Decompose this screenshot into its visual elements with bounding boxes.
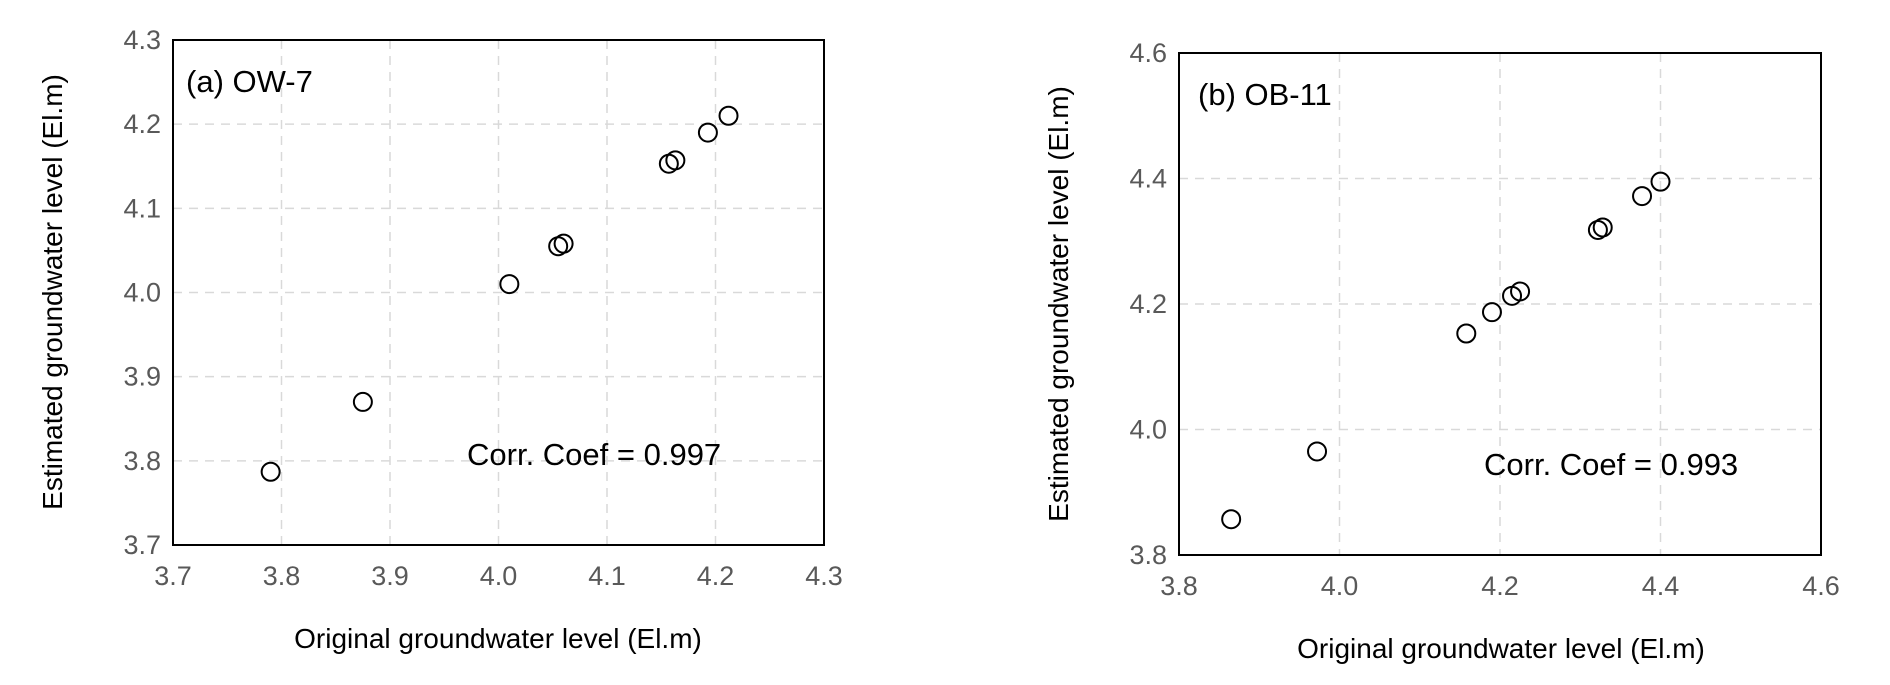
correlation-annotation: Corr. Coef = 0.997 <box>467 437 721 472</box>
gridlines <box>173 40 824 545</box>
y-tick-label: 4.3 <box>123 25 161 55</box>
y-tick-label: 4.6 <box>1129 38 1167 68</box>
data-point <box>1456 323 1477 344</box>
y-axis-label: Estimated groundwater level (El.m) <box>1043 86 1074 522</box>
x-axis-label: Original groundwater level (El.m) <box>1297 633 1705 664</box>
x-tick-label: 3.9 <box>371 561 409 591</box>
data-point <box>1592 217 1613 238</box>
plot-frame <box>1178 52 1822 556</box>
data-point <box>718 105 739 126</box>
data-point <box>1481 302 1502 323</box>
scatter-panel-ob11: 3.8 4.0 4.2 4.4 4.6 3.8 4.0 4.2 4.4 4.6 (b) OB-1… <box>1043 38 1840 664</box>
data-point <box>352 391 373 412</box>
x-tick-label: 4.2 <box>697 561 735 591</box>
x-tick-labels: 3.8 4.0 4.2 4.4 4.6 <box>1160 571 1840 601</box>
y-tick-labels: 3.7 3.8 3.9 4.0 4.1 4.2 4.3 <box>123 25 161 560</box>
data-point <box>665 150 686 171</box>
plot-frame <box>172 39 825 546</box>
panel-label: (b) OB-11 <box>1198 77 1332 112</box>
data-point <box>260 461 281 482</box>
y-tick-label: 4.0 <box>1129 415 1167 445</box>
data-points <box>1221 171 1671 530</box>
y-tick-label: 3.7 <box>123 530 161 560</box>
panel-label: (a) OW-7 <box>186 64 313 99</box>
y-tick-label: 4.0 <box>123 278 161 308</box>
y-axis-label: Estimated groundwater level (El.m) <box>37 74 68 510</box>
data-point <box>1632 186 1653 207</box>
data-point <box>697 122 718 143</box>
data-point <box>499 274 520 295</box>
x-axis-label: Original groundwater level (El.m) <box>294 623 702 654</box>
y-tick-label: 3.8 <box>1129 540 1167 570</box>
y-tick-label: 4.1 <box>123 193 161 223</box>
x-tick-label: 4.2 <box>1481 571 1519 601</box>
data-point <box>1221 509 1242 530</box>
y-tick-label: 4.2 <box>123 109 161 139</box>
correlation-annotation: Corr. Coef = 0.993 <box>1484 447 1738 482</box>
x-tick-label: 3.8 <box>263 561 301 591</box>
data-point <box>1510 281 1531 302</box>
x-tick-labels: 3.7 3.8 3.9 4.0 4.1 4.2 4.3 <box>154 561 843 591</box>
x-tick-label: 3.8 <box>1160 571 1198 601</box>
y-tick-labels: 3.8 4.0 4.2 4.4 4.6 <box>1129 38 1167 570</box>
y-tick-label: 4.2 <box>1129 289 1167 319</box>
x-tick-label: 4.6 <box>1802 571 1840 601</box>
data-point <box>553 233 574 254</box>
gridlines <box>1179 53 1821 555</box>
x-tick-label: 4.3 <box>805 561 843 591</box>
y-tick-label: 4.4 <box>1129 164 1167 194</box>
data-points <box>260 105 739 482</box>
scatter-panel-ow7: 3.7 3.8 3.9 4.0 4.1 4.2 4.3 3.7 3.8 3.9 4.0 4.1 4.2… <box>37 25 843 654</box>
y-tick-label: 3.9 <box>123 362 161 392</box>
x-tick-label: 3.7 <box>154 561 192 591</box>
x-tick-label: 4.0 <box>1321 571 1359 601</box>
data-point <box>1650 171 1671 192</box>
data-point <box>1307 441 1328 462</box>
x-tick-label: 4.1 <box>588 561 626 591</box>
x-tick-label: 4.0 <box>480 561 518 591</box>
y-tick-label: 3.8 <box>123 446 161 476</box>
x-tick-label: 4.4 <box>1642 571 1680 601</box>
